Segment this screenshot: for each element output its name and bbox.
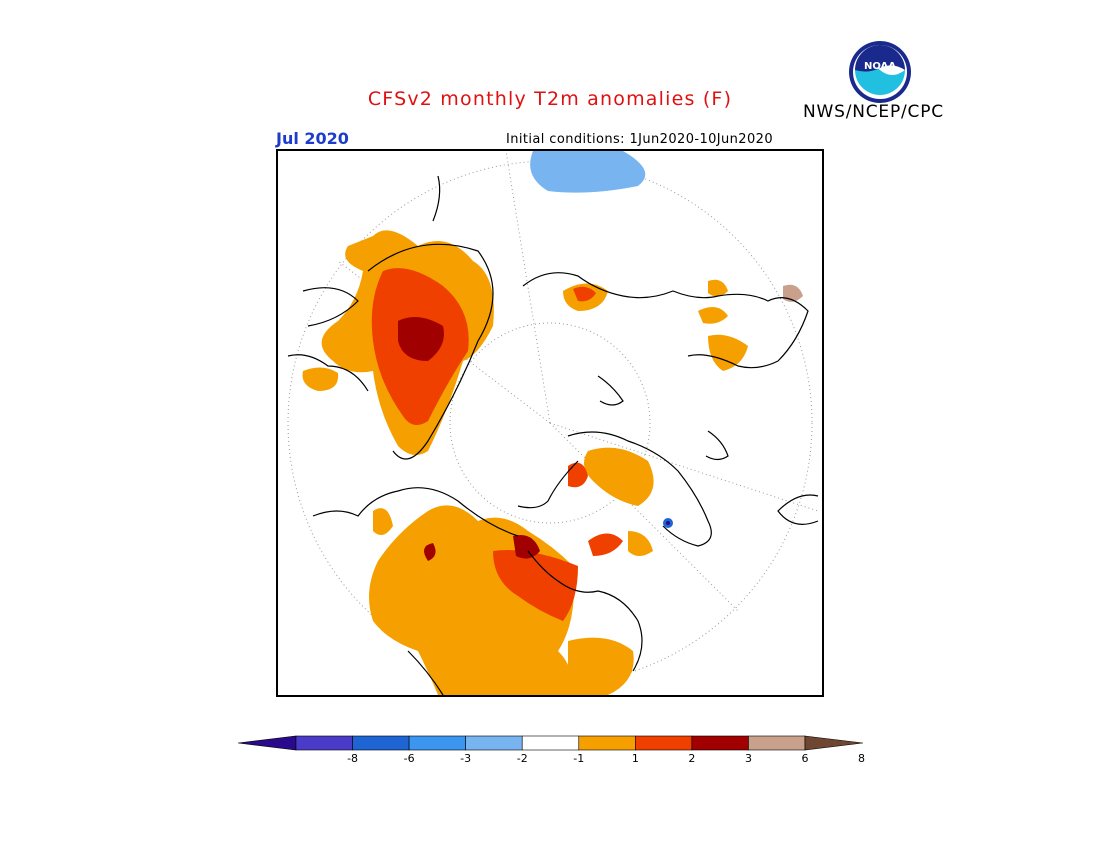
logo-text: NOAA	[864, 61, 896, 72]
polar-map	[276, 149, 824, 697]
legend-bin	[521, 735, 580, 751]
legend-bin	[635, 735, 693, 751]
legend-tick-label: -6	[403, 752, 415, 765]
legend-bin	[465, 735, 523, 751]
legend-bin	[408, 735, 466, 751]
legend-tick-label: 1	[631, 752, 639, 765]
legend-arrow-low	[238, 735, 297, 751]
legend-bin	[691, 735, 749, 751]
legend-ticks: -8 -6 -3 -2 -1 1 2 3 6 8	[238, 752, 866, 768]
legend-tick-label: 8	[858, 752, 866, 765]
map-title: CFSv2 monthly T2m anomalies (F)	[367, 88, 733, 110]
legend-tick-label: 3	[744, 752, 752, 765]
initial-conditions: Initial conditions: 1Jun2020-10Jun2020	[506, 132, 773, 147]
graticule	[287, 151, 819, 686]
legend-bin	[748, 735, 806, 751]
legend-tick-label: -3	[460, 752, 472, 765]
legend-tick-label: 6	[801, 752, 809, 765]
color-legend	[238, 735, 863, 751]
polar-map-canvas	[287, 151, 819, 695]
legend-tick-label: -8	[347, 752, 359, 765]
agency-label: NWS/NCEP/CPC	[803, 102, 944, 122]
legend-arrow-high	[804, 735, 863, 751]
coastlines	[287, 175, 819, 695]
noaa-logo: NOAA	[849, 41, 911, 103]
legend-bin	[295, 735, 353, 751]
legend-bin	[578, 735, 636, 751]
anomaly-shading	[302, 151, 803, 695]
legend-tick-label: -1	[573, 752, 585, 765]
legend-tick-label: -2	[516, 752, 528, 765]
forecast-month: Jul 2020	[276, 129, 349, 148]
legend-bin	[352, 735, 410, 751]
legend-tick-label: 2	[688, 752, 696, 765]
